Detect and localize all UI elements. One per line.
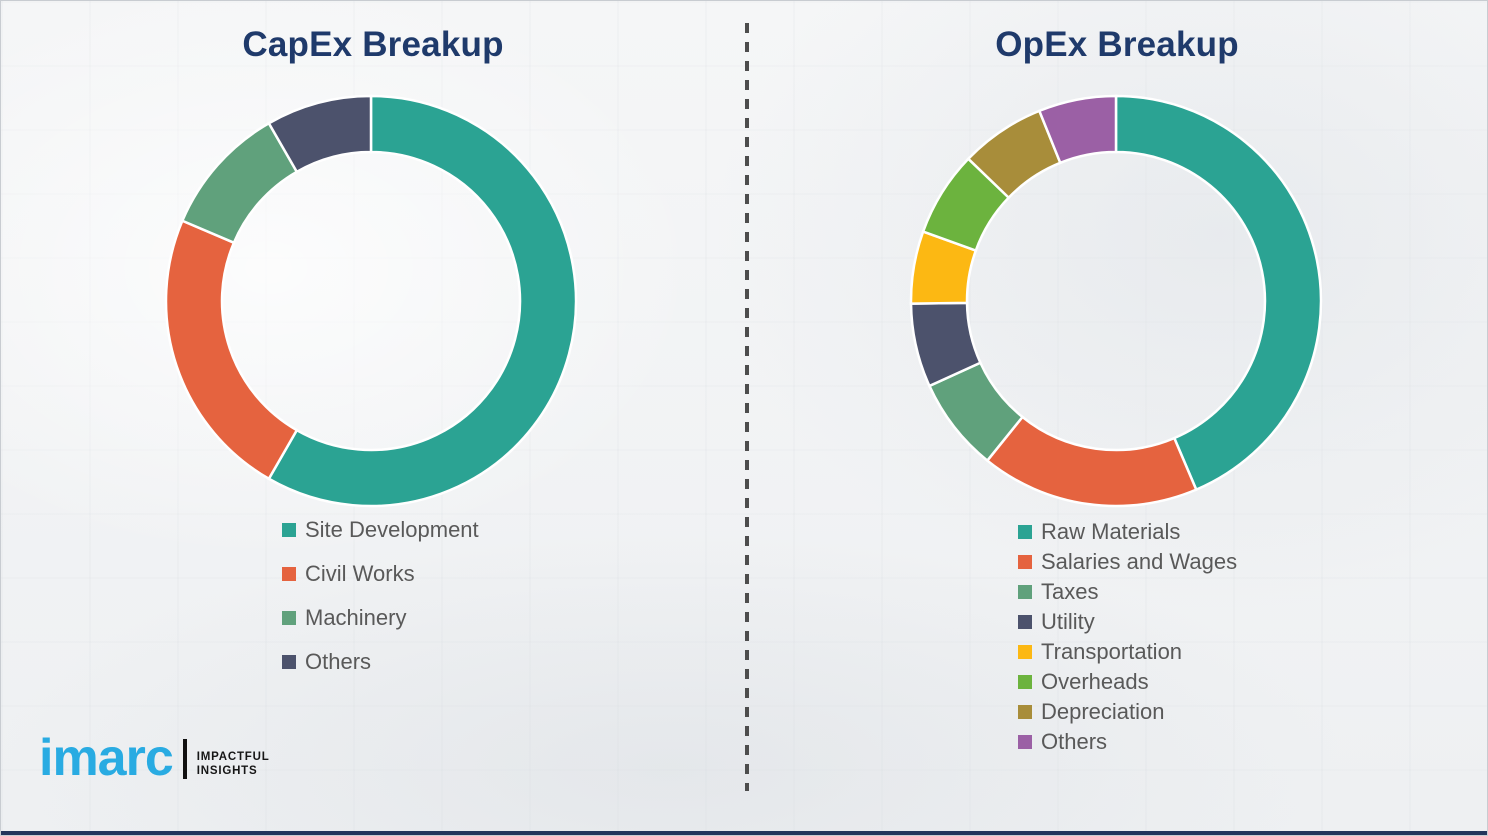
- bottom-edge-bar: [1, 831, 1487, 835]
- legend-item-raw-materials: Raw Materials: [1018, 519, 1237, 544]
- opex-donut-chart: [909, 94, 1323, 508]
- legend-item-others: Others: [282, 649, 479, 674]
- capex-panel: CapEx Breakup Site Development Civil Work…: [1, 1, 745, 835]
- capex-legend: Site Development Civil Works Machinery Othe…: [282, 517, 479, 695]
- legend-item-salaries-and-wages: Salaries and Wages: [1018, 549, 1238, 574]
- legend-item-site-development: Site Development: [282, 517, 479, 542]
- capex-donut-chart: [164, 94, 578, 508]
- donut-segment-others: [1037, 94, 1118, 165]
- donut-segment-civil-works: [164, 219, 299, 481]
- legend-swatch-icon: [282, 655, 296, 669]
- legend-swatch-icon: [1018, 705, 1032, 719]
- donut-segment-others: [267, 94, 373, 174]
- legend-label: Machinery: [305, 605, 407, 630]
- opex-panel: OpEx Breakup Raw Materials Salaries and W…: [745, 1, 1487, 835]
- opex-chart-title: OpEx Breakup: [995, 25, 1239, 64]
- legend-label: Depreciation: [1041, 699, 1165, 724]
- legend-label: Site Development: [305, 517, 479, 542]
- legend-label: Raw Materials: [1041, 519, 1181, 544]
- legend-item-overheads: Overheads: [1018, 669, 1237, 694]
- divider-dashed-line: [745, 23, 749, 791]
- imarc-logo-wordmark: imarc: [39, 729, 174, 787]
- tagline-line2: INSIGHTS: [196, 765, 258, 778]
- legend-item-utility: Utility: [1018, 609, 1237, 634]
- legend-label: Transportation: [1041, 639, 1183, 664]
- legend-label: Others: [305, 649, 372, 674]
- donut-segment-site-development: [267, 94, 578, 508]
- legend-label: Salaries and Wages: [1041, 549, 1238, 574]
- legend-item-transportation: Transportation: [1018, 639, 1237, 664]
- donut-segment-raw-materials: [1114, 94, 1323, 492]
- legend-label: Civil Works: [305, 561, 415, 586]
- capex-chart-title: CapEx Breakup: [242, 25, 504, 64]
- imarc-logo: imarc IMPACTFUL INSIGHTS: [39, 729, 270, 787]
- tagline-line1: IMPACTFUL: [196, 751, 270, 764]
- legend-swatch-icon: [1018, 735, 1032, 749]
- legend-item-depreciation: Depreciation: [1018, 699, 1237, 724]
- legend-item-others: Others: [1018, 729, 1237, 754]
- legend-item-civil-works: Civil Works: [282, 561, 479, 586]
- legend-swatch-icon: [1018, 675, 1032, 689]
- legend-swatch-icon: [282, 523, 296, 537]
- donut-segment-salaries-and-wages: [985, 415, 1198, 508]
- legend-label: Overheads: [1041, 669, 1149, 694]
- legend-label: Taxes: [1041, 579, 1099, 604]
- logo-divider-bar: [182, 739, 187, 780]
- legend-swatch-icon: [1018, 615, 1032, 629]
- legend-swatch-icon: [1018, 525, 1032, 539]
- legend-swatch-icon: [1018, 645, 1032, 659]
- legend-swatch-icon: [1018, 585, 1032, 599]
- legend-label: Others: [1041, 729, 1108, 754]
- legend-swatch-icon: [282, 611, 296, 625]
- legend-swatch-icon: [1018, 555, 1032, 569]
- legend-swatch-icon: [282, 567, 296, 581]
- legend-item-taxes: Taxes: [1018, 579, 1237, 604]
- imarc-logo-tagline: IMPACTFUL INSIGHTS: [197, 750, 270, 778]
- opex-legend: Raw Materials Salaries and Wages Taxes Util…: [1018, 519, 1238, 761]
- legend-item-machinery: Machinery: [282, 605, 479, 630]
- legend-label: Utility: [1041, 609, 1095, 634]
